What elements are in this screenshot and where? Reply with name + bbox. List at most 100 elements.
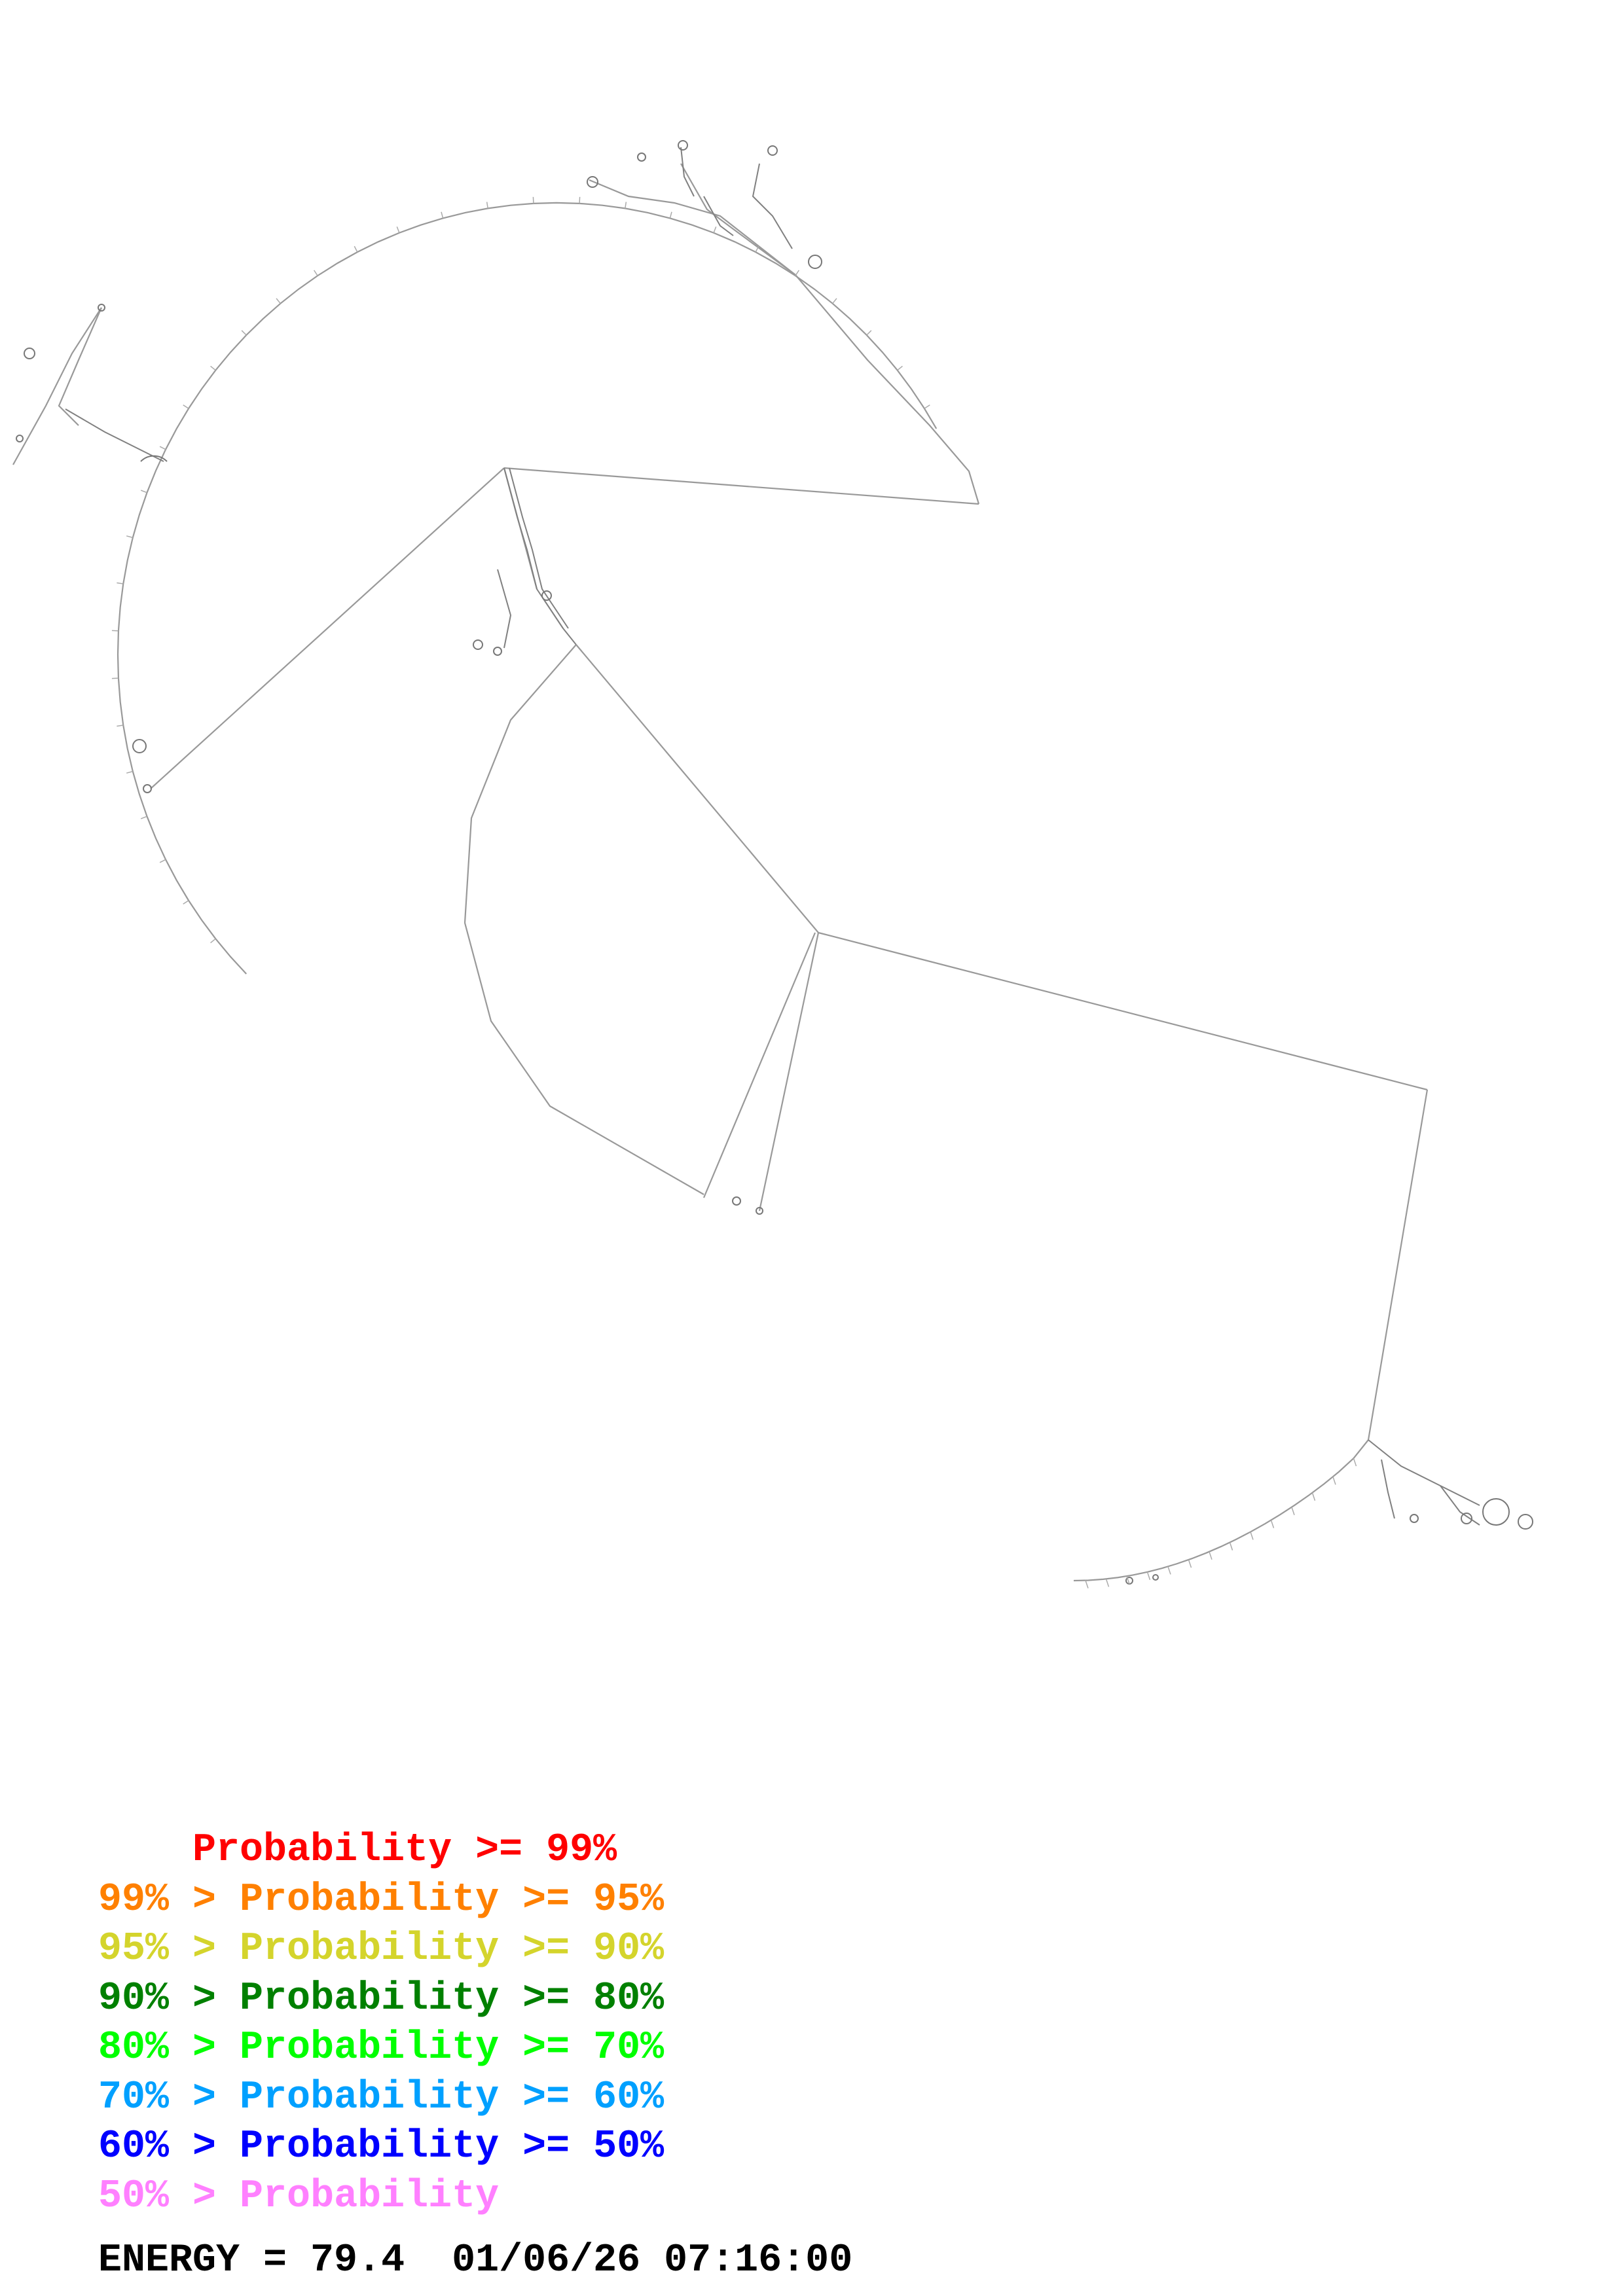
energy-readout: ENERGY = 79.4 01/06/26 07:16:00 (98, 2238, 852, 2283)
backbone-tick (1085, 1580, 1089, 1588)
backbone-lower-loop (464, 644, 704, 1195)
rna-tick-marks (111, 196, 1357, 1588)
backbone-tick (795, 270, 799, 276)
legend-threshold: 50% > (98, 2174, 240, 2219)
rna-stems (65, 147, 1480, 1526)
rna-structure-diagram (12, 140, 1533, 1588)
backbone-tick (924, 404, 930, 409)
legend-threshold: 99% > (98, 1877, 240, 1922)
mid-cluster-stem-b (543, 598, 577, 645)
backbone-tick (210, 938, 216, 944)
top-cluster-hairpin (767, 145, 778, 156)
backbone-tick (210, 365, 216, 371)
backbone-tick (1250, 1532, 1254, 1540)
mid-cluster-hairpin (473, 639, 483, 650)
left-cluster-stem (65, 408, 164, 462)
backbone-cross-link (503, 467, 979, 505)
backbone-tick (532, 196, 534, 204)
legend-threshold (98, 1828, 192, 1873)
backbone-tick (1353, 1458, 1357, 1467)
top-cluster-hairpin (637, 152, 646, 162)
mid-cluster-hairpin (541, 590, 552, 601)
backbone-arc-lower (1073, 1439, 1369, 1582)
legend-threshold: 70% > (98, 2075, 240, 2120)
backbone-tick (183, 404, 189, 409)
backbone-tick (126, 770, 134, 774)
backbone-tick (111, 630, 119, 632)
backbone-tick (866, 330, 872, 336)
top-cluster-backbone-a (589, 179, 796, 276)
backbone-tick (1291, 1507, 1295, 1515)
right-cluster-hairpin (1461, 1513, 1472, 1524)
legend-label: Probability >= 60% (240, 2075, 665, 2120)
backbone-tick (441, 211, 444, 219)
top-cluster-stem-c (703, 196, 734, 236)
backbone-tick (1167, 1566, 1171, 1575)
legend-row: 60% > Probability >= 50% (98, 2123, 664, 2172)
top-cluster-stem-b (680, 147, 695, 197)
legend-row: 99% > Probability >= 95% (98, 1876, 664, 1926)
stem-central-partner (509, 467, 569, 629)
lower-end-hairpin (732, 1196, 741, 1206)
backbone-to-center (575, 644, 819, 933)
legend-label: Probability (240, 2174, 500, 2219)
energy-timestamp: 01/06/26 07:16:00 (452, 2238, 853, 2283)
legend-threshold: 95% > (98, 1927, 240, 1971)
backbone-tick (1270, 1520, 1275, 1528)
lower-arc-hairpin (1152, 1574, 1159, 1581)
legend-row: 90% > Probability >= 80% (98, 1975, 664, 2024)
mid-cluster-stem-a (497, 569, 512, 649)
legend-row: 70% > Probability >= 60% (98, 2073, 664, 2123)
legend-label: Probability >= 95% (240, 1877, 665, 1922)
backbone-tick (1188, 1559, 1192, 1568)
right-cluster-stem-a (1368, 1439, 1480, 1506)
legend-threshold: 90% > (98, 1976, 240, 2021)
legend-threshold: 60% > (98, 2125, 240, 2169)
backbone-tick (755, 245, 759, 253)
backbone-tick (669, 211, 672, 219)
top-cluster-hairpin (678, 140, 688, 151)
left-end-hairpin (132, 739, 147, 753)
left-cluster-hairpin (24, 348, 35, 359)
backbone-tick (1332, 1477, 1336, 1485)
backbone-tick (1126, 1575, 1130, 1585)
backbone-to-right (818, 931, 1428, 1091)
backbone-tick (117, 582, 124, 584)
backbone-tick (396, 226, 400, 234)
right-cluster-hairpin (1518, 1514, 1533, 1530)
rna-loops (16, 140, 1533, 1585)
legend-row: 80% > Probability >= 70% (98, 2024, 664, 2073)
lower-end-hairpin (756, 1207, 763, 1215)
legend-label: Probability >= 80% (240, 1976, 665, 2021)
mid-cluster-hairpin (493, 647, 502, 656)
legend-label: Probability >= 99% (192, 1828, 617, 1873)
right-cluster-hairpin (1410, 1514, 1419, 1523)
backbone-tick (314, 270, 318, 276)
backbone-tick (1209, 1551, 1213, 1560)
legend-label: Probability >= 50% (240, 2125, 665, 2169)
backbone-tick (354, 245, 358, 253)
top-cluster-hairpin (808, 255, 822, 269)
backbone-tick (713, 226, 717, 234)
left-cluster-backbone-a (12, 307, 102, 465)
backbone-tick (111, 677, 119, 679)
legend-threshold: 80% > (98, 2026, 240, 2070)
backbone-tick (625, 202, 627, 209)
backbone-tick (117, 725, 124, 727)
backbone-tick (276, 298, 281, 304)
top-cluster-stem-a (752, 163, 793, 249)
backbone-tick (140, 816, 147, 819)
backbone-tick (1146, 1571, 1151, 1581)
legend-row: 50% > Probability (98, 2172, 664, 2222)
backbone-tick (1105, 1579, 1110, 1587)
left-cluster-hairpin (98, 304, 105, 312)
left-cluster-hairpin (16, 435, 24, 442)
backbone-tick (159, 859, 166, 863)
backbone-tick (1311, 1492, 1316, 1501)
backbone-tick (1229, 1542, 1233, 1551)
right-cluster-stem-b (1381, 1459, 1395, 1519)
backbone-right-down (1367, 1089, 1429, 1441)
backbone-right-descent (795, 274, 980, 505)
stem-central (503, 467, 564, 629)
left-end-hairpin (143, 784, 152, 793)
